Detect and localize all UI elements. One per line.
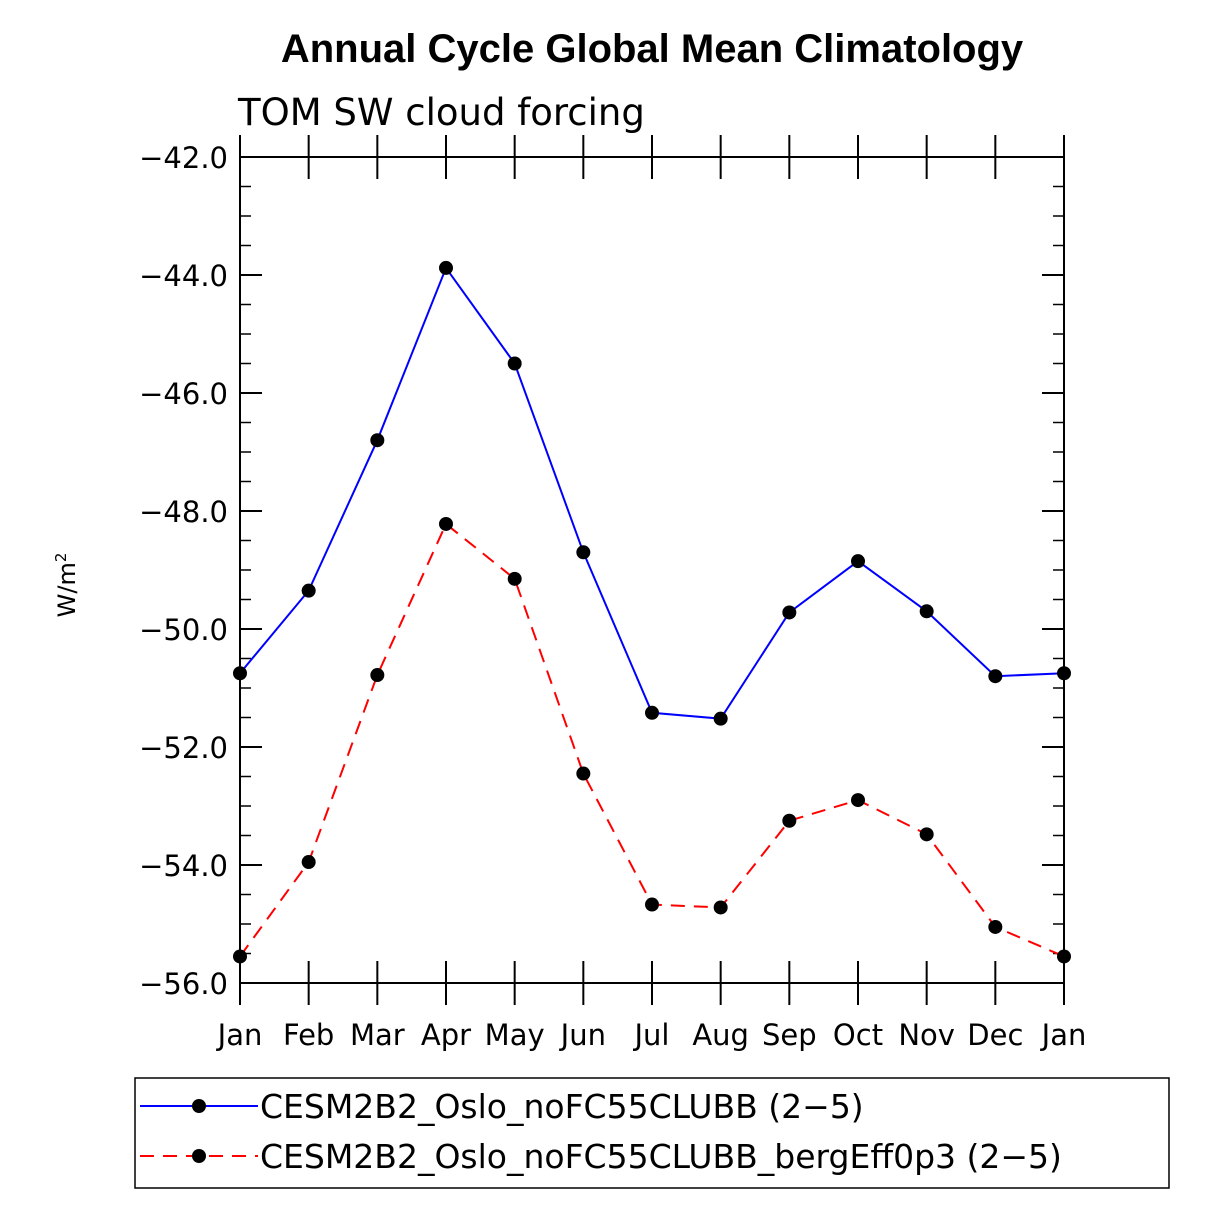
x-tick-label: Feb	[283, 1018, 334, 1052]
series-1-point	[713, 711, 728, 726]
series-2-point	[370, 668, 385, 683]
x-tick-label: Jan	[216, 1018, 263, 1052]
y-tick-label: −42.0	[139, 141, 228, 175]
y-axis-label: W/m2	[52, 553, 81, 618]
axis-ticks	[239, 135, 1065, 1005]
y-axis-label-text: W/m	[53, 562, 81, 617]
legend-label-2: CESM2B2_Oslo_noFC55CLUBB_bergEff0p3 (2−5…	[260, 1137, 1062, 1176]
series-line-1	[239, 265, 1065, 720]
x-tick-labels: Jan Feb Mar Apr May Jun Jul Aug Sep Oct Nov Dec Jan	[216, 1018, 1087, 1052]
x-tick-label: Sep	[762, 1018, 817, 1052]
series-2-point	[713, 900, 728, 915]
x-tick-label: Apr	[421, 1018, 471, 1052]
y-tick-label: −54.0	[139, 849, 228, 883]
y-axis-label-superscript: 2	[52, 553, 70, 563]
series-2-point	[919, 827, 934, 842]
series-layer	[233, 260, 1071, 964]
x-tick-label: Jan	[1040, 1018, 1087, 1052]
y-tick-label: −44.0	[139, 259, 228, 293]
plot-frame	[239, 156, 1065, 984]
x-tick-label: Aug	[692, 1018, 749, 1052]
legend-marker-2	[192, 1149, 206, 1163]
series-2-point	[645, 897, 659, 912]
y-tick-labels: −42.0 −44.0 −46.0 −48.0 −50.0 −52.0 −54.0 −56.0	[139, 141, 228, 1001]
x-tick-label: Nov	[898, 1018, 955, 1052]
y-tick-label: −46.0	[139, 377, 228, 411]
y-tick-label: −50.0	[139, 613, 228, 647]
legend-label-1: CESM2B2_Oslo_noFC55CLUBB (2−5)	[260, 1087, 864, 1126]
series-1-point	[576, 545, 591, 560]
series-2-point	[988, 919, 1003, 934]
series-1-point	[782, 605, 797, 620]
series-1-point	[370, 433, 385, 448]
x-tick-label: Oct	[833, 1018, 883, 1052]
x-tick-label: Jul	[633, 1018, 670, 1052]
series-2-point	[851, 793, 865, 808]
series-2-point	[782, 813, 797, 828]
series-line-2	[239, 522, 1065, 958]
series-2-point	[576, 766, 591, 781]
series-1-point	[645, 705, 659, 720]
series-1-point	[1057, 666, 1071, 681]
y-tick-label: −48.0	[139, 495, 228, 529]
chart-title: Annual Cycle Global Mean Climatology	[281, 27, 1024, 71]
x-tick-label: Dec	[967, 1018, 1023, 1052]
series-1-point	[233, 666, 247, 681]
series-2-point	[301, 855, 316, 870]
series-1-point	[988, 669, 1003, 684]
chart-subtitle: TOM SW cloud forcing	[237, 91, 645, 134]
series-2-point	[439, 516, 453, 531]
x-tick-label: Mar	[350, 1018, 405, 1052]
series-2-point	[507, 571, 522, 586]
series-1-point	[301, 583, 316, 598]
legend-marker-1	[192, 1099, 206, 1113]
series-2-point	[233, 949, 247, 964]
legend-box	[134, 1077, 1170, 1189]
series-1-point	[919, 604, 934, 619]
y-tick-label: −56.0	[139, 967, 228, 1001]
x-tick-label: May	[485, 1018, 545, 1052]
y-tick-label: −52.0	[139, 731, 228, 765]
x-tick-label: Jun	[559, 1018, 606, 1052]
series-1-point	[507, 356, 522, 371]
series-1-point	[851, 554, 865, 569]
legend: CESM2B2_Oslo_noFC55CLUBB (2−5) CESM2B2_Os…	[140, 1087, 1062, 1176]
series-1-point	[439, 260, 453, 275]
series-2-point	[1057, 949, 1071, 964]
